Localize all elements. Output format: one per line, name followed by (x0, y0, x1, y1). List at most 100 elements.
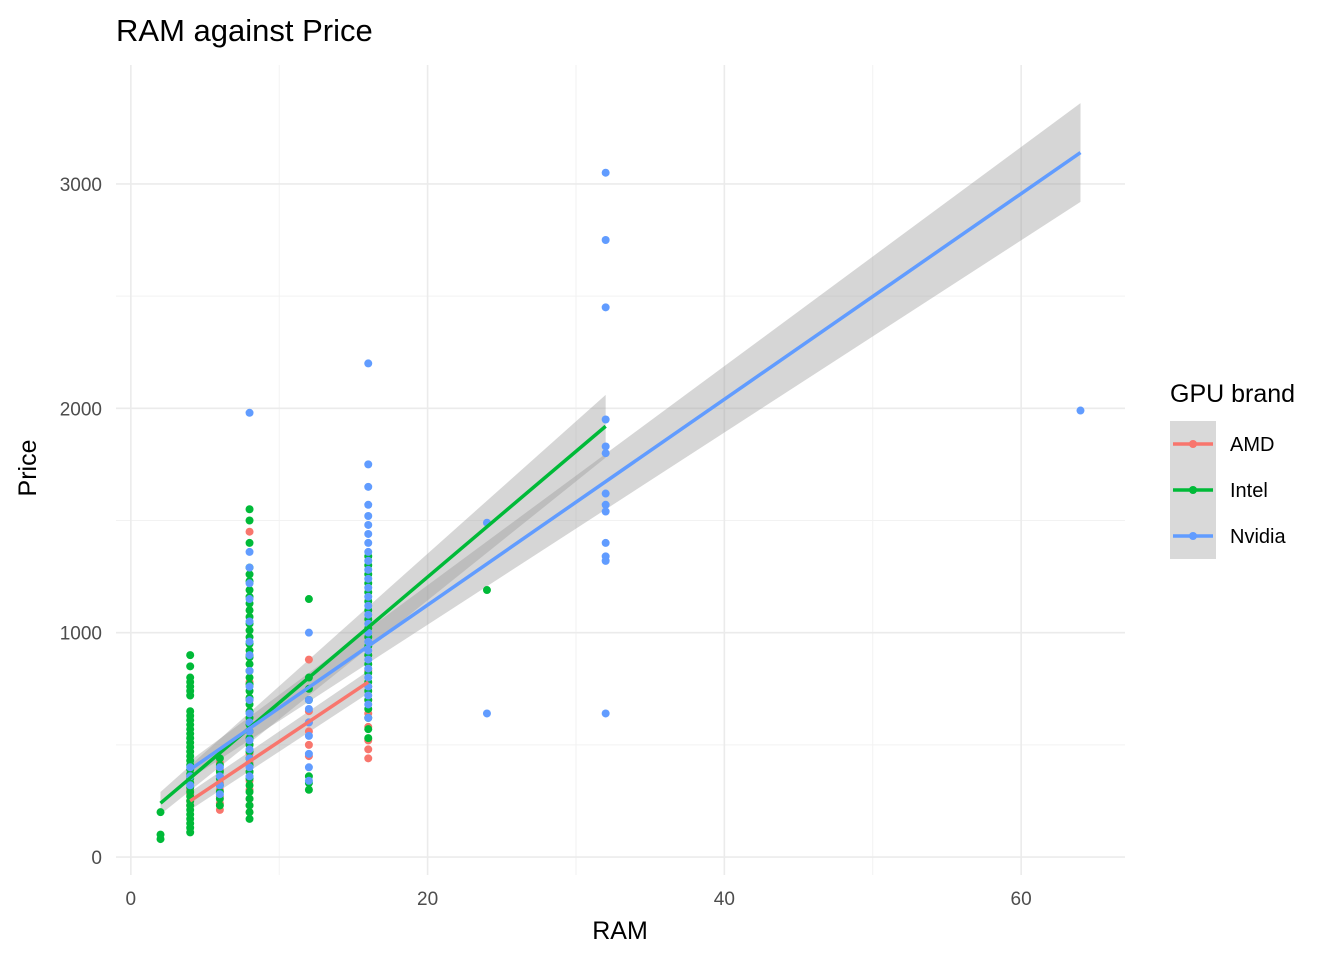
confidence-ribbon-nvidia (190, 103, 1081, 779)
data-point-nvidia (245, 745, 254, 754)
data-point-nvidia (245, 763, 254, 772)
data-point-intel (186, 673, 195, 682)
data-point-nvidia (245, 408, 254, 417)
tick-labels: 0 20 40 60 0 1000 2000 3000 (60, 175, 1032, 910)
data-point-nvidia (245, 547, 254, 556)
data-point-amd (364, 745, 373, 754)
data-point-nvidia (304, 776, 313, 785)
legend-title: GPU brand (1170, 380, 1295, 408)
fit-line-amd (189, 680, 370, 803)
data-point-nvidia (245, 709, 254, 718)
data-point-amd (364, 754, 373, 763)
data-point-intel (245, 808, 254, 817)
data-point-nvidia (601, 552, 610, 561)
data-point-nvidia (245, 682, 254, 691)
data-point-intel (364, 734, 373, 743)
x-tick-label: 60 (1011, 889, 1032, 910)
data-point-nvidia (245, 579, 254, 588)
fit-line-nvidia (189, 151, 1082, 771)
data-point-intel (245, 787, 254, 796)
data-point-nvidia (245, 666, 254, 675)
data-point-nvidia (364, 538, 373, 547)
data-point-nvidia (482, 709, 491, 718)
data-point-nvidia (245, 595, 254, 604)
data-point-nvidia (364, 610, 373, 619)
legend-point-amd (1189, 440, 1197, 448)
data-point-nvidia (364, 511, 373, 520)
x-tick-label: 40 (714, 889, 735, 910)
legend-label-intel: Intel (1230, 480, 1268, 502)
data-point-nvidia (601, 489, 610, 498)
data-point-nvidia (364, 583, 373, 592)
data-points (156, 168, 1085, 844)
data-point-intel (245, 781, 254, 790)
data-point-nvidia (364, 500, 373, 509)
data-point-intel (245, 673, 254, 682)
data-point-intel (364, 725, 373, 734)
x-tick-label: 0 (126, 889, 137, 910)
data-point-nvidia (245, 695, 254, 704)
data-point-nvidia (601, 507, 610, 516)
grid (116, 65, 1125, 875)
y-tick-label: 3000 (60, 175, 102, 196)
data-point-amd (245, 527, 254, 536)
data-point-intel (156, 830, 165, 839)
data-point-intel (245, 814, 254, 823)
data-point-nvidia (364, 713, 373, 722)
data-point-nvidia (601, 303, 610, 312)
y-tick-label: 0 (91, 848, 102, 869)
data-point-nvidia (364, 565, 373, 574)
data-point-nvidia (601, 538, 610, 547)
data-point-intel (245, 538, 254, 547)
data-point-nvidia (364, 529, 373, 538)
y-tick-label: 2000 (60, 399, 102, 420)
data-point-nvidia (364, 664, 373, 673)
data-point-nvidia (601, 236, 610, 245)
data-point-nvidia (215, 790, 224, 799)
data-point-nvidia (364, 547, 373, 556)
data-point-nvidia (186, 781, 195, 790)
data-point-nvidia (364, 700, 373, 709)
data-point-amd (304, 655, 313, 664)
data-point-nvidia (601, 442, 610, 451)
data-point-intel (245, 801, 254, 810)
data-point-intel (245, 660, 254, 669)
data-point-nvidia (601, 168, 610, 177)
data-point-nvidia (601, 500, 610, 509)
chart-title: RAM against Price (116, 13, 373, 48)
y-axis-title: Price (14, 440, 42, 497)
data-point-nvidia (245, 651, 254, 660)
data-point-intel (186, 707, 195, 716)
data-point-nvidia (1076, 406, 1085, 415)
data-point-nvidia (364, 359, 373, 368)
legend: GPU brand AMD Intel Nvidia (1170, 380, 1295, 559)
data-point-nvidia (364, 592, 373, 601)
data-point-nvidia (601, 709, 610, 718)
data-point-nvidia (304, 695, 313, 704)
legend-label-amd: AMD (1230, 434, 1274, 456)
data-point-intel (186, 651, 195, 660)
data-point-intel (245, 586, 254, 595)
data-point-intel (245, 505, 254, 514)
data-point-nvidia (304, 731, 313, 740)
data-point-nvidia (364, 601, 373, 610)
data-point-nvidia (364, 556, 373, 565)
data-point-nvidia (364, 520, 373, 529)
data-point-intel (156, 808, 165, 817)
legend-point-nvidia (1189, 532, 1197, 540)
data-point-nvidia (364, 460, 373, 469)
data-point-intel (482, 586, 491, 595)
data-point-intel (304, 785, 313, 794)
data-point-intel (245, 626, 254, 635)
data-point-nvidia (304, 763, 313, 772)
fit-lines (159, 151, 1082, 805)
data-point-nvidia (245, 736, 254, 745)
data-point-nvidia (245, 617, 254, 626)
x-axis-title: RAM (592, 917, 648, 945)
data-point-nvidia (601, 449, 610, 458)
data-point-intel (304, 595, 313, 604)
y-tick-label: 1000 (60, 624, 102, 645)
data-point-nvidia (245, 563, 254, 572)
data-point-intel (245, 570, 254, 579)
